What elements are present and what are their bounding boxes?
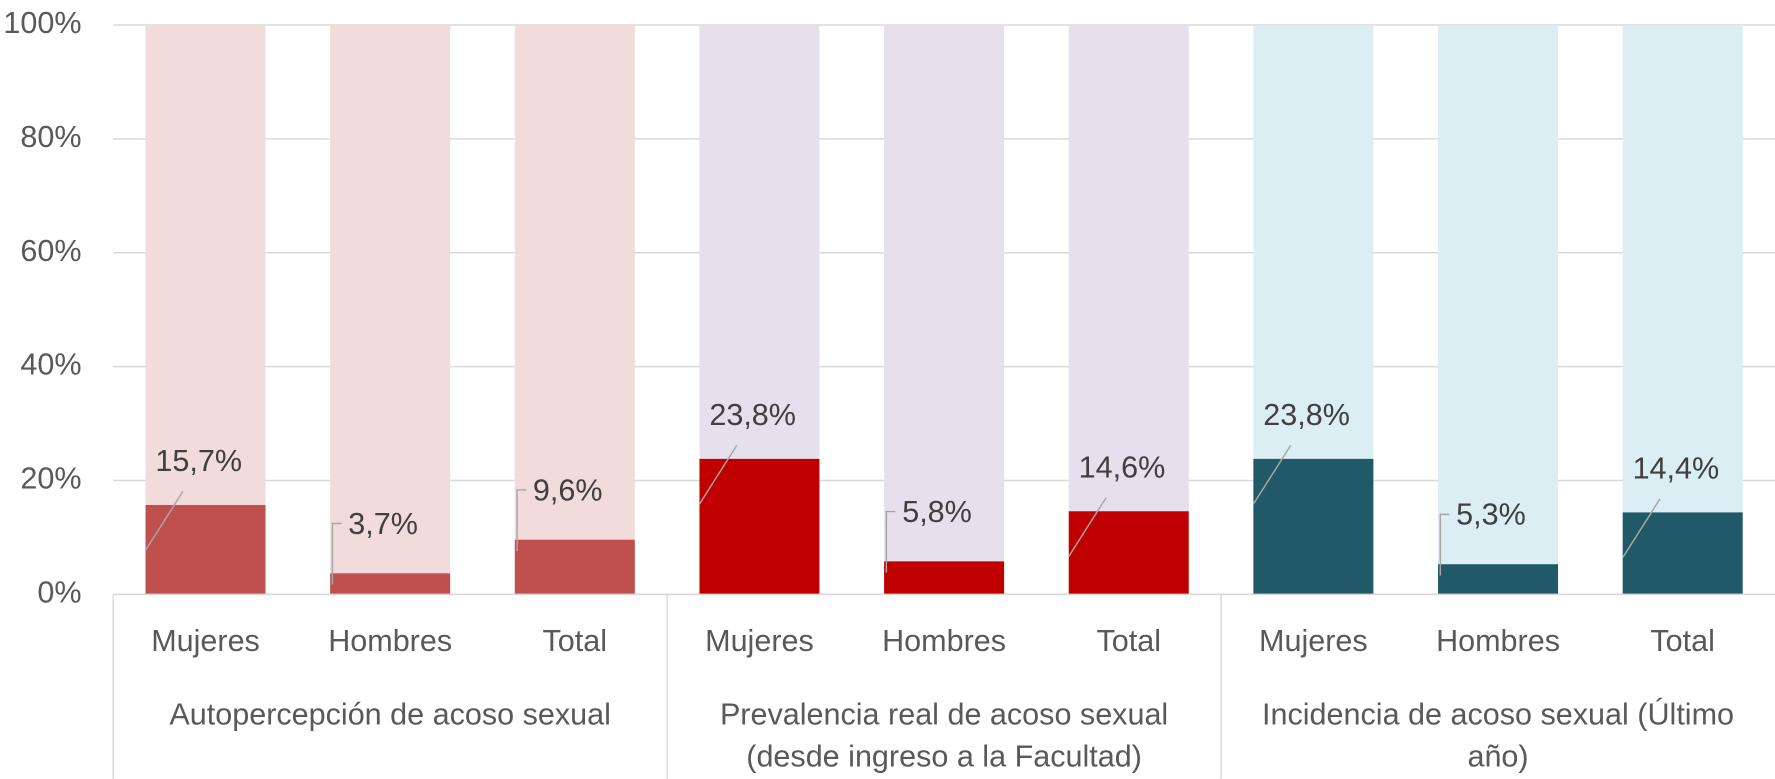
background-bar: [1068, 24, 1189, 595]
bar: [1622, 512, 1743, 595]
y-tick-label: 100%: [3, 6, 81, 40]
leader-line: [1068, 497, 1107, 557]
x-tick-label: Mujeres: [151, 624, 260, 658]
bar: [884, 561, 1005, 595]
data-label: 14,6%: [1079, 450, 1166, 484]
x-tick-label: Hombres: [1436, 624, 1560, 658]
background-bar: [145, 24, 266, 595]
data-label: 9,6%: [533, 473, 603, 507]
background-bar: [1622, 24, 1743, 595]
data-label: 14,4%: [1633, 452, 1720, 486]
x-tick-label: Hombres: [882, 624, 1006, 658]
leader-line: [698, 444, 738, 505]
background-bar: [330, 24, 451, 595]
group-label: Incidencia de acoso sexual (Último: [1262, 697, 1734, 732]
background-bar: [884, 24, 1005, 595]
x-tick-label: Hombres: [328, 624, 452, 658]
data-label: 5,3%: [1456, 498, 1526, 532]
bar: [699, 458, 820, 595]
group-label: (desde ingreso a la Facultad): [746, 740, 1142, 774]
group-label: Autopercepción de acoso sexual: [169, 698, 611, 732]
x-tick-label: Mujeres: [1259, 624, 1368, 658]
x-tick-label: Total: [543, 624, 608, 658]
data-label: 23,8%: [1263, 398, 1350, 432]
bar: [145, 504, 266, 595]
x-tick-label: Mujeres: [705, 624, 814, 658]
background-bar: [1438, 24, 1559, 595]
group-label: Prevalencia real de acoso sexual: [720, 698, 1168, 732]
bar: [1068, 511, 1189, 595]
y-tick-label: 60%: [20, 234, 81, 268]
y-tick-label: 0%: [37, 575, 81, 609]
data-label: 3,7%: [348, 507, 418, 541]
data-label: 5,8%: [902, 495, 972, 529]
y-tick-label: 80%: [20, 120, 81, 154]
data-label: 23,8%: [709, 398, 796, 432]
leader-line: [1252, 444, 1292, 505]
bar: [514, 539, 635, 595]
leader-line: [1622, 498, 1661, 559]
data-label: 15,7%: [155, 444, 242, 478]
x-tick-label: Total: [1096, 624, 1161, 658]
y-tick-label: 40%: [20, 348, 81, 382]
x-tick-label: Total: [1650, 624, 1715, 658]
bar: [1253, 458, 1374, 595]
leader-line: [331, 522, 342, 585]
group-label: año): [1467, 740, 1528, 774]
leader-line: [885, 510, 896, 573]
leader-line: [1439, 513, 1450, 576]
leader-line: [516, 489, 527, 552]
background-bar: [514, 24, 635, 595]
y-tick-label: 20%: [20, 462, 81, 496]
bar: [330, 573, 451, 595]
leader-line: [144, 491, 184, 551]
bar: [1438, 564, 1559, 595]
